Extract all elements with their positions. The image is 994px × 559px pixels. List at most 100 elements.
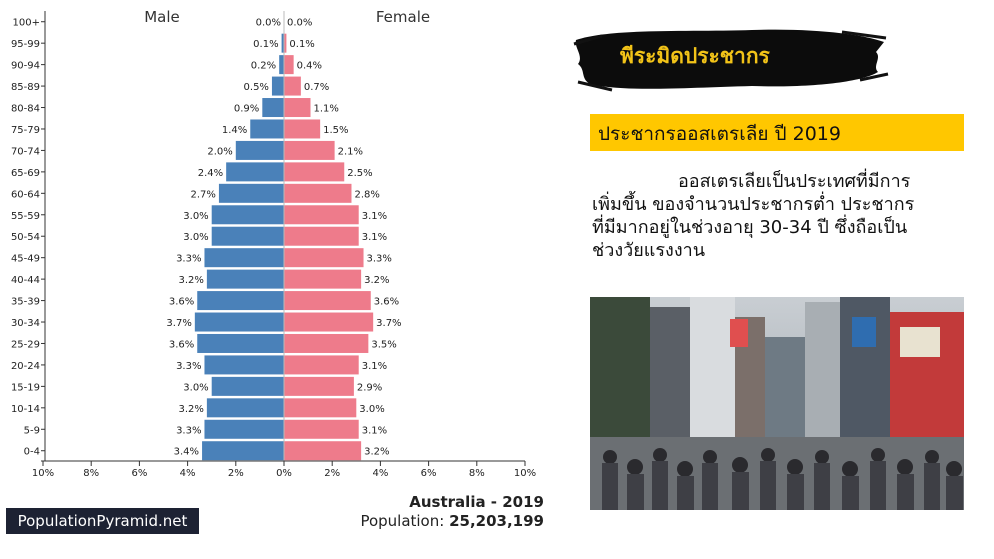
male-value-label: 2.4% [198, 168, 223, 179]
x-axis-tick-label: 6% [131, 468, 147, 479]
female-bar [284, 291, 371, 311]
female-bar [284, 355, 359, 375]
male-value-label: 3.0% [183, 211, 208, 222]
female-bar [284, 162, 345, 182]
male-bar [226, 162, 284, 182]
male-bar [218, 183, 284, 203]
male-value-label: 3.7% [166, 318, 191, 329]
population-label: Population: [360, 512, 445, 530]
age-group-label: 30-34 [11, 318, 40, 329]
title-brush-stroke: พีระมิดประชากร [572, 22, 890, 96]
male-bar [271, 76, 284, 96]
female-value-label: 3.0% [359, 404, 384, 415]
female-value-label: 3.7% [376, 318, 401, 329]
female-value-label: 0.4% [297, 61, 322, 72]
male-value-label: 3.2% [178, 404, 203, 415]
female-value-label: 3.1% [362, 425, 387, 436]
female-bar [284, 312, 374, 332]
female-value-label: 3.2% [364, 447, 389, 458]
x-axis-tick-label: 4% [180, 468, 196, 479]
x-axis-tick-label: 2% [228, 468, 244, 479]
crowd-photo-illustration [590, 297, 964, 510]
age-group-label: 100+ [13, 18, 40, 29]
x-axis-tick-label: 10% [32, 468, 54, 479]
male-bar [250, 119, 284, 139]
male-bar [206, 398, 284, 418]
male-value-label: 0.5% [244, 82, 269, 93]
male-bar [262, 98, 284, 118]
female-bar [284, 333, 369, 353]
female-value-label: 3.3% [367, 254, 392, 265]
female-bar [284, 441, 362, 461]
female-value-label: 3.2% [364, 275, 389, 286]
female-value-label: 3.6% [374, 297, 399, 308]
male-bar [211, 205, 284, 225]
x-axis-tick-label: 6% [421, 468, 437, 479]
male-value-label: 0.2% [251, 61, 276, 72]
female-bar [284, 248, 364, 268]
female-value-label: 1.5% [323, 125, 348, 136]
female-bar [284, 398, 357, 418]
female-bar [284, 205, 359, 225]
male-value-label: 3.6% [169, 339, 194, 350]
age-group-label: 50-54 [11, 232, 40, 243]
female-bar [284, 98, 311, 118]
age-group-label: 25-29 [11, 339, 40, 350]
male-bar [194, 312, 284, 332]
description-text: ออสเตรเลียเป็นประเทศที่มีการ เพิ่มขึ้น ข… [592, 170, 964, 262]
description-line-2: เพิ่มขึ้น ของจำนวนประชากรต่ำ ประชากร [592, 194, 915, 215]
female-bar [284, 55, 294, 75]
age-group-label: 35-39 [11, 297, 40, 308]
x-axis-tick-label: 4% [372, 468, 388, 479]
female-value-label: 0.0% [287, 18, 312, 29]
male-value-label: 3.6% [169, 297, 194, 308]
male-value-label: 3.0% [183, 382, 208, 393]
female-value-label: 2.9% [357, 382, 382, 393]
age-group-label: 15-19 [11, 382, 40, 393]
female-value-label: 2.1% [338, 146, 363, 157]
male-value-label: 0.1% [253, 39, 278, 50]
male-value-label: 3.4% [174, 447, 199, 458]
male-bar [204, 419, 284, 439]
female-bar [284, 269, 362, 289]
age-group-label: 45-49 [11, 254, 40, 265]
female-value-label: 2.8% [354, 189, 379, 200]
x-axis-tick-label: 8% [469, 468, 485, 479]
age-group-label: 10-14 [11, 404, 40, 415]
x-axis-tick-label: 2% [324, 468, 340, 479]
male-value-label: 3.3% [176, 361, 201, 372]
age-group-label: 70-74 [11, 146, 40, 157]
female-bar [284, 76, 301, 96]
female-bar [284, 140, 335, 160]
male-value-label: 0.0% [256, 18, 281, 29]
male-bar [197, 333, 284, 353]
x-axis-tick-label: 10% [514, 468, 536, 479]
legend-female: Female [376, 8, 430, 26]
brand-badge[interactable]: PopulationPyramid.net [6, 508, 199, 534]
brush-title: พีระมิดประชากร [620, 44, 770, 68]
population-pyramid-chart: Male Female 0.0% 0.0% 0.1% 0.1% 0.2% 0.4% 0.5%… [11, 8, 536, 479]
legend-male: Male [144, 8, 180, 26]
age-group-label: 90-94 [11, 61, 40, 72]
age-group-label: 80-84 [11, 104, 40, 115]
male-bar [204, 355, 284, 375]
female-bar [284, 119, 321, 139]
male-bar [211, 376, 284, 396]
country-year-label: Australia - 2019 [409, 493, 544, 511]
age-group-label: 65-69 [11, 168, 40, 179]
male-bar [279, 55, 284, 75]
female-value-label: 3.1% [362, 361, 387, 372]
male-bar [211, 226, 284, 246]
age-group-label: 5-9 [24, 425, 40, 436]
age-group-label: 0-4 [24, 447, 40, 458]
population-value: 25,203,199 [449, 512, 544, 530]
brush-stroke-graphic [573, 29, 889, 92]
crowd-street-photo [590, 297, 964, 510]
age-group-label: 40-44 [11, 275, 40, 286]
male-bar [206, 269, 284, 289]
age-group-label: 85-89 [11, 82, 40, 93]
female-value-label: 0.7% [304, 82, 329, 93]
male-bar [197, 291, 284, 311]
female-value-label: 1.1% [314, 104, 339, 115]
age-group-label: 55-59 [11, 211, 40, 222]
